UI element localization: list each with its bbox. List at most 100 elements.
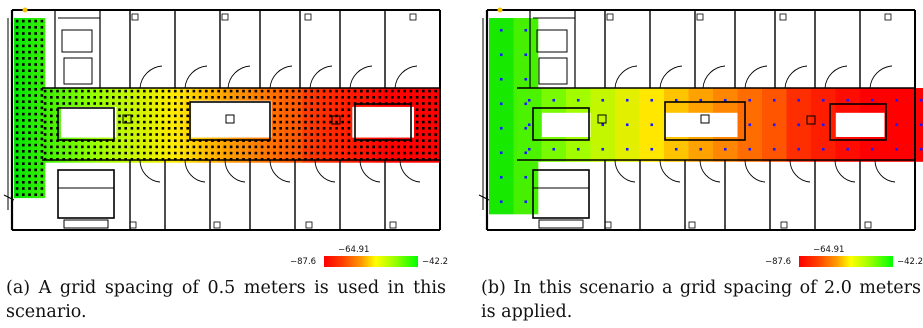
grid-point-marker bbox=[310, 120, 313, 124]
grid-point-marker bbox=[174, 89, 177, 93]
grid-point-marker bbox=[347, 151, 351, 155]
grid-point-marker bbox=[347, 114, 351, 118]
grid-point-marker bbox=[124, 96, 127, 99]
grid-point-marker bbox=[397, 151, 400, 155]
grid-point-marker bbox=[384, 151, 388, 155]
grid-point-marker bbox=[895, 147, 899, 151]
grid-point-marker bbox=[229, 145, 233, 149]
grid-point-marker bbox=[415, 114, 419, 118]
grid-point-marker bbox=[174, 96, 177, 99]
colorbar-min-label: −87.6 bbox=[290, 257, 317, 267]
grid-point-marker bbox=[87, 145, 90, 149]
grid-point-marker bbox=[329, 96, 332, 99]
grid-point-marker bbox=[434, 151, 437, 155]
grid-point-marker bbox=[74, 151, 78, 155]
grid-point-marker bbox=[285, 108, 289, 111]
grid-point-marker bbox=[34, 125, 37, 128]
grid-point-marker bbox=[304, 96, 307, 99]
grid-point-marker bbox=[304, 108, 307, 111]
grid-point-marker bbox=[821, 123, 825, 127]
grid-point-marker bbox=[136, 133, 140, 136]
grid-point-marker bbox=[699, 98, 703, 102]
grid-point-marker bbox=[15, 143, 19, 147]
colorbar-mid-label: −64.91 bbox=[813, 245, 845, 255]
grid-point-marker bbox=[415, 120, 419, 124]
grid-point-marker bbox=[112, 89, 115, 93]
grid-point-marker bbox=[34, 26, 37, 29]
grid-point-marker bbox=[43, 151, 47, 155]
grid-point-marker bbox=[15, 75, 19, 79]
grid-point-marker bbox=[353, 96, 357, 99]
grid-point-marker bbox=[254, 89, 258, 93]
grid-point-marker bbox=[40, 32, 44, 35]
grid-point-marker bbox=[130, 89, 134, 93]
grid-point-marker bbox=[130, 133, 134, 136]
grid-point-marker bbox=[499, 151, 503, 155]
grid-point-marker bbox=[422, 89, 425, 93]
grid-point-marker bbox=[22, 81, 25, 85]
grid-point-marker bbox=[28, 75, 31, 79]
grid-point-marker bbox=[428, 89, 431, 93]
grid-point-marker bbox=[40, 19, 44, 23]
heatmap-layer bbox=[489, 18, 923, 215]
grid-point-marker bbox=[22, 75, 25, 79]
grid-point-marker bbox=[186, 89, 189, 93]
grid-point-marker bbox=[217, 96, 220, 99]
floor-plan-heatmap-coarse bbox=[478, 7, 923, 231]
grid-point-marker bbox=[143, 151, 146, 155]
wall-block bbox=[532, 169, 590, 219]
floor-plan-walls bbox=[3, 9, 441, 231]
grid-point-marker bbox=[124, 120, 127, 124]
grid-point-marker bbox=[87, 102, 90, 105]
grid-point-marker bbox=[124, 145, 127, 149]
door-arc bbox=[269, 65, 293, 89]
grid-point-marker bbox=[524, 200, 528, 204]
grid-point-marker bbox=[118, 120, 121, 124]
grid-point-marker bbox=[552, 98, 556, 102]
grid-point-marker bbox=[43, 89, 47, 93]
grid-point-marker bbox=[310, 89, 313, 93]
grid-point-marker bbox=[335, 96, 338, 99]
grid-point-marker bbox=[130, 114, 134, 118]
grid-point-marker bbox=[167, 151, 171, 155]
grid-point-marker bbox=[118, 151, 121, 155]
grid-point-marker bbox=[161, 89, 165, 93]
grid-point-marker bbox=[601, 147, 605, 151]
grid-point-marker bbox=[180, 89, 183, 93]
grid-point-marker bbox=[316, 139, 320, 142]
door-arc bbox=[789, 159, 811, 183]
grid-point-marker bbox=[341, 89, 344, 93]
grid-point-marker bbox=[155, 120, 158, 124]
grid-point-marker bbox=[93, 145, 96, 149]
grid-point-marker bbox=[112, 145, 115, 149]
grid-point-marker bbox=[22, 100, 25, 103]
grid-point-marker bbox=[310, 102, 313, 105]
grid-point-marker bbox=[279, 127, 282, 130]
grid-point-marker bbox=[40, 112, 44, 116]
grid-point-marker bbox=[248, 151, 251, 155]
grid-point-marker bbox=[372, 151, 375, 155]
door-arc bbox=[744, 65, 768, 89]
grid-point-marker bbox=[40, 50, 44, 54]
grid-point-marker bbox=[118, 108, 121, 111]
grid-point-marker bbox=[360, 151, 363, 155]
grid-point-marker bbox=[298, 96, 301, 99]
grid-point-marker bbox=[422, 120, 425, 124]
grid-point-marker bbox=[105, 145, 109, 149]
grid-point-marker bbox=[180, 96, 183, 99]
grid-point-marker bbox=[15, 32, 19, 35]
grid-point-marker bbox=[242, 145, 245, 149]
grid-point-marker bbox=[136, 108, 140, 111]
grid-point-marker bbox=[167, 108, 171, 111]
grid-point-marker bbox=[254, 96, 258, 99]
grid-point-marker bbox=[422, 151, 425, 155]
wall-block bbox=[225, 114, 235, 124]
grid-point-marker bbox=[167, 102, 171, 105]
grid-point-marker bbox=[124, 139, 127, 142]
grid-point-marker bbox=[22, 26, 25, 29]
grid-point-marker bbox=[34, 44, 37, 48]
grid-point-marker bbox=[28, 57, 31, 60]
grid-point-marker bbox=[360, 89, 363, 93]
grid-point-marker bbox=[347, 96, 351, 99]
colorbar-gradient bbox=[324, 256, 418, 267]
